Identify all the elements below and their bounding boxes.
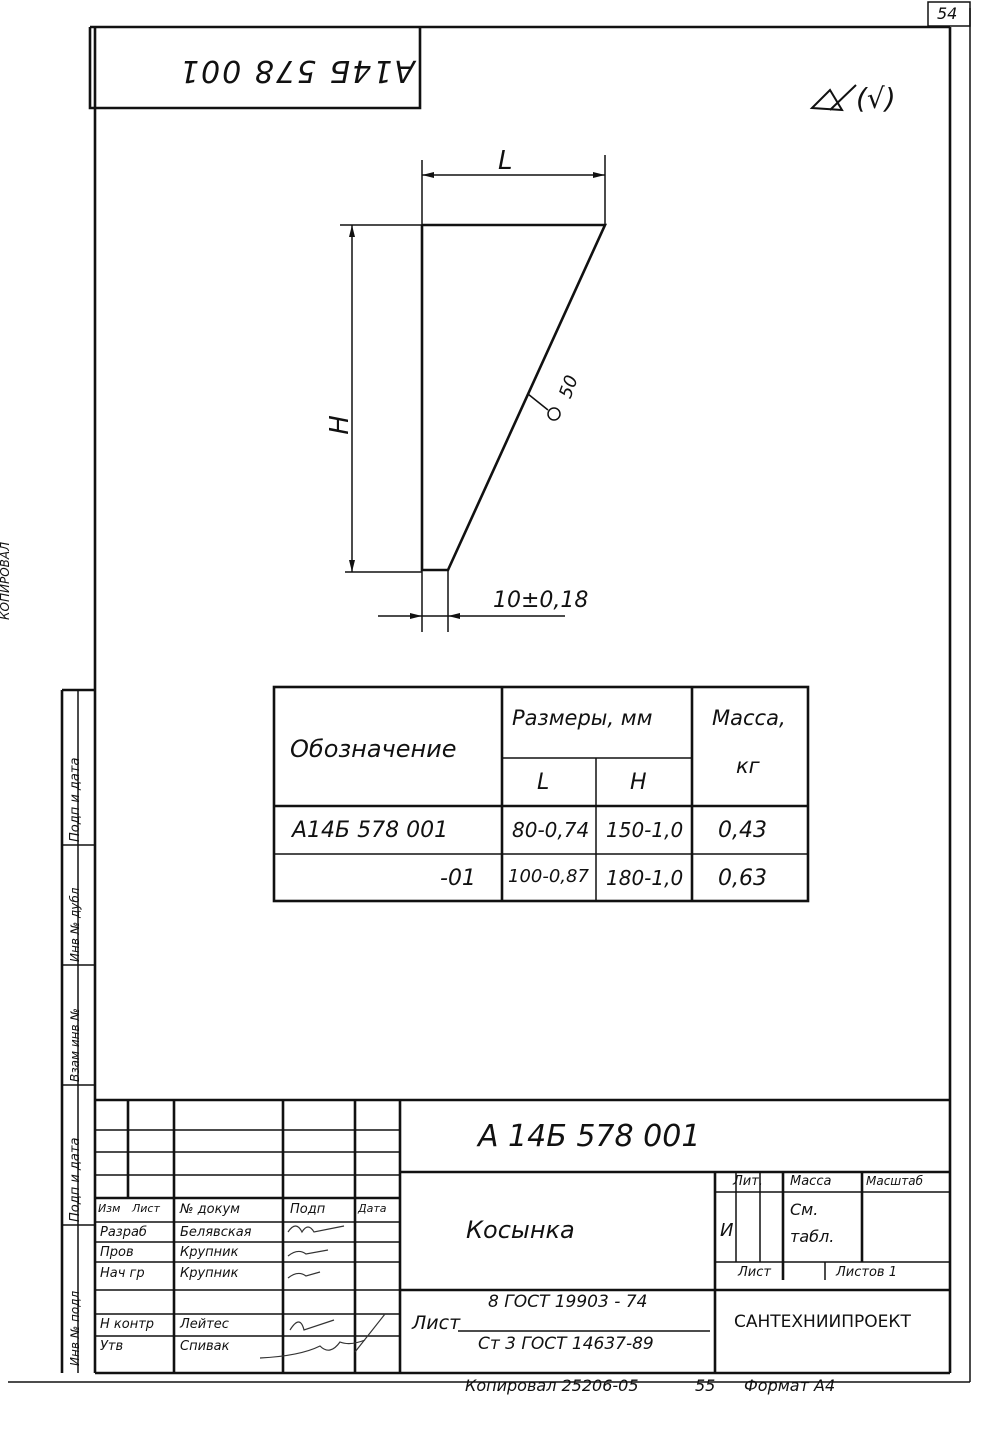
table-row-2-mass: 0,63 bbox=[718, 866, 767, 891]
lit-label: Лит. bbox=[733, 1174, 763, 1189]
role-5: Н контр bbox=[100, 1317, 155, 1332]
table-header-mass-unit: кг bbox=[736, 754, 760, 778]
mass-value-1: См. bbox=[790, 1200, 819, 1219]
footer-page: 55 bbox=[695, 1376, 716, 1395]
name-2: Крупник bbox=[180, 1245, 239, 1260]
col-list: Лист bbox=[132, 1202, 160, 1215]
title-block-grid bbox=[95, 1098, 950, 1373]
sheet-number: 54 bbox=[937, 4, 958, 23]
material-line-2: Ст 3 ГОСТ 14637-89 bbox=[478, 1334, 654, 1354]
table-row-1-designation: А14Б 578 001 bbox=[292, 818, 449, 843]
col-data: Дата bbox=[358, 1202, 387, 1215]
mass-label: Масса bbox=[790, 1174, 832, 1189]
role-1: Разраб bbox=[100, 1225, 147, 1240]
col-izm: Изм bbox=[98, 1202, 121, 1215]
table-sub-l: L bbox=[537, 770, 550, 795]
col-doc: № докум bbox=[180, 1202, 240, 1217]
material-line-1: 8 ГОСТ 19903 - 74 bbox=[488, 1292, 648, 1312]
table-row-2-h: 180-1,0 bbox=[606, 866, 684, 890]
sheet-label: Лист bbox=[738, 1265, 771, 1280]
roughness-text: (√) bbox=[856, 82, 896, 115]
sheets-label: Листов 1 bbox=[836, 1265, 897, 1280]
scale-label: Масштаб bbox=[866, 1174, 924, 1188]
table-row-1-l: 80-0,74 bbox=[512, 818, 590, 842]
side-stamp-podp-data-1: Подп и дата bbox=[68, 757, 83, 842]
name-3: Крупник bbox=[180, 1266, 239, 1281]
side-stamp-podp-data-2: Подп и дата bbox=[68, 1137, 83, 1222]
role-6: Утв bbox=[100, 1339, 124, 1354]
mass-value-2: табл. bbox=[790, 1227, 835, 1246]
table-row-1-mass: 0,43 bbox=[718, 818, 767, 843]
signatures bbox=[259, 1225, 386, 1359]
name-6: Спивак bbox=[180, 1339, 230, 1354]
role-3: Нач гр bbox=[100, 1266, 145, 1281]
col-podp: Подп bbox=[290, 1202, 326, 1217]
roughness-symbol bbox=[809, 84, 857, 112]
part-profile bbox=[340, 155, 608, 632]
table-row-1-h: 150-1,0 bbox=[606, 818, 684, 842]
table-header-mass: Масса, bbox=[712, 706, 786, 730]
role-2: Пров bbox=[100, 1245, 134, 1260]
dim-h-label: H bbox=[324, 415, 355, 435]
side-stamp-inv-podl: Инв № подл bbox=[68, 1290, 82, 1366]
organization: САНТЕХНИИПРОЕКТ bbox=[734, 1312, 911, 1332]
footer-copied: Копировал 25206-05 bbox=[465, 1376, 639, 1395]
footer-format: Формат А4 bbox=[744, 1376, 836, 1395]
table-row-2-l: 100-0,87 bbox=[508, 866, 589, 887]
table-header-sizes: Размеры, мм bbox=[512, 706, 653, 730]
name-5: Лейтес bbox=[180, 1317, 229, 1332]
sizes-table-grid bbox=[272, 685, 810, 903]
material-prefix: Лист bbox=[412, 1312, 461, 1334]
dim-thickness: 10±0,18 bbox=[493, 588, 589, 613]
table-header-designation: Обозначение bbox=[290, 735, 457, 763]
table-row-2-designation: -01 bbox=[440, 866, 476, 891]
lit-value: И bbox=[720, 1220, 734, 1241]
mirrored-doc-number: А14Б 578 001 bbox=[178, 53, 415, 88]
side-stamp-vzam-inv: Взам инв № bbox=[68, 1008, 82, 1082]
name-1: Белявская bbox=[180, 1225, 252, 1240]
dim-l-label: L bbox=[498, 146, 513, 176]
title-part-name: Косынка bbox=[466, 1216, 575, 1244]
left-margin-text: КОПИРОВАЛ bbox=[0, 541, 12, 620]
side-stamp-inv-dubl: Инв № дубл bbox=[68, 887, 82, 962]
table-sub-h: H bbox=[630, 770, 647, 795]
title-doc-number: А 14Б 578 001 bbox=[478, 1119, 701, 1154]
